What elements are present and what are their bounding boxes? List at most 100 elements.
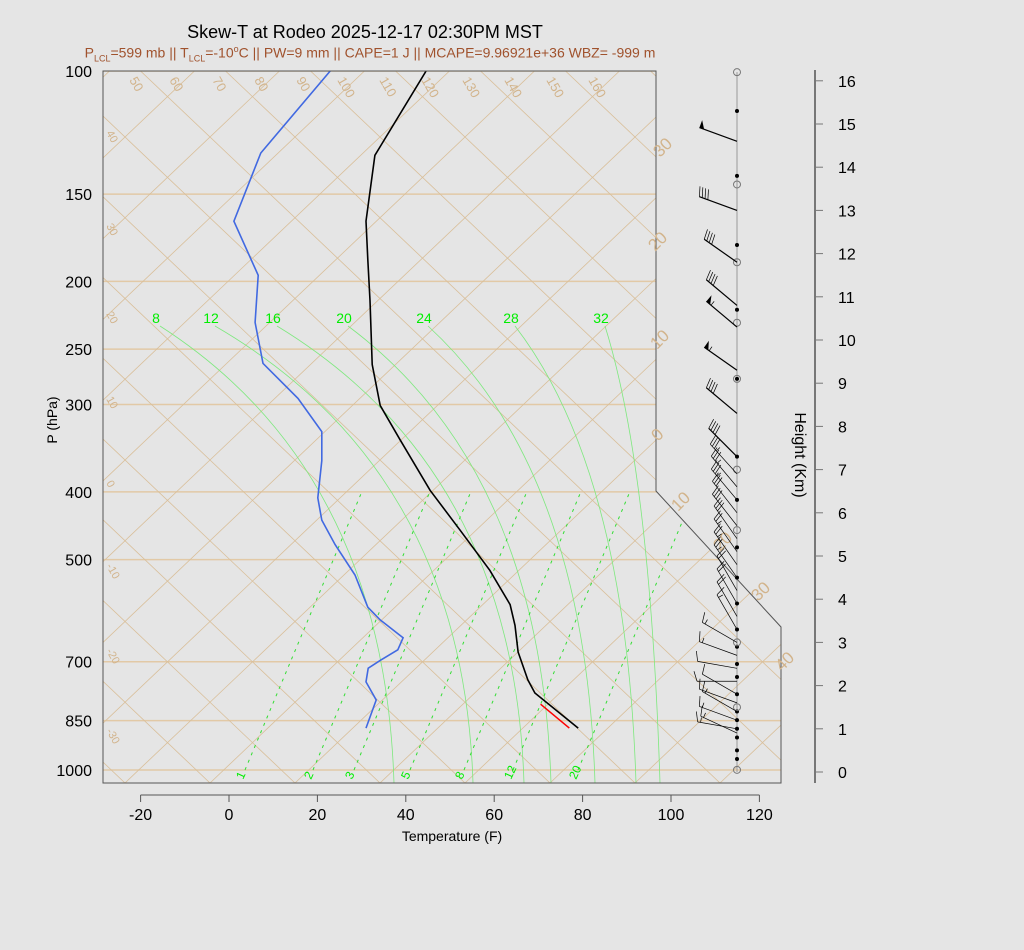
height-dot	[735, 748, 739, 753]
isotherm-label-left: 30	[103, 222, 120, 239]
dry-adiabat-line	[684, 71, 781, 783]
moist-adiabat-label: 28	[503, 310, 519, 326]
isotherm-line	[103, 71, 331, 783]
dry-adiabat-line	[769, 71, 781, 783]
y-tick-label: 300	[65, 398, 92, 415]
isotherm-label-left: -10	[103, 562, 121, 582]
x-tick-label: 120	[746, 807, 773, 824]
wind-barb	[696, 650, 738, 669]
isotherm-line	[103, 71, 501, 783]
moist-adiabat	[427, 325, 596, 783]
isotherm-line	[805, 23, 1024, 783]
subtitle-part: LCL	[93, 53, 111, 64]
wind-barb	[713, 497, 738, 539]
isotherm-label-left: -20	[103, 647, 121, 667]
y-axis-label: P (hPa)	[44, 396, 60, 443]
moist-adiabat-label: 16	[265, 310, 281, 326]
mixing-ratio-line	[512, 489, 632, 771]
isotherm-label-top: 80	[251, 74, 271, 94]
height-tick-label: 13	[838, 203, 856, 220]
height-circle	[733, 180, 741, 189]
height-circle	[733, 318, 741, 327]
height-dot	[735, 109, 739, 114]
height-tick-label: 0	[838, 765, 847, 782]
isotherm-line	[634, 71, 781, 783]
isotherm-label-right: 20	[644, 228, 671, 255]
wind-barb	[716, 586, 738, 630]
isotherm-label-top: 130	[459, 74, 483, 100]
height-dot	[735, 662, 739, 666]
chart-title: Skew-T at Rodeo 2025-12-17 02:30PM MST	[187, 22, 543, 42]
dry-adiabat-line	[103, 71, 636, 783]
wind-barb	[716, 574, 738, 617]
mixing-ratio-label: 3	[342, 769, 358, 781]
moist-adiabat-label: 20	[336, 310, 352, 326]
moist-adiabat-label: 12	[203, 310, 219, 326]
wind-barb	[702, 663, 738, 695]
y-tick-label: 200	[65, 274, 92, 291]
isotherm-label-top: 50	[126, 74, 146, 94]
y-tick-label: 850	[65, 714, 92, 731]
isotherm-label-top: 70	[209, 74, 229, 94]
isotherm-line	[103, 71, 781, 783]
isotherm-line	[103, 71, 671, 783]
height-tick-label: 14	[838, 160, 856, 177]
height-tick-label: 6	[838, 506, 847, 523]
wind-barb	[710, 460, 738, 501]
wind-barb	[705, 270, 738, 306]
plot-frame	[102, 70, 782, 784]
wind-barb	[708, 418, 738, 458]
dry-adiabat-line	[103, 71, 781, 783]
x-tick-label: 40	[397, 807, 415, 824]
y-tick-label: 700	[65, 655, 92, 672]
isotherm-line	[103, 71, 416, 783]
height-tick-label: 2	[838, 679, 847, 696]
height-tick-label: 11	[838, 290, 855, 307]
x-axis-label: Temperature (F)	[402, 828, 502, 844]
height-dot	[735, 242, 739, 247]
height-dot	[735, 757, 739, 762]
x-tick-label: 60	[485, 807, 503, 824]
dry-adiabat-line	[0, 23, 40, 783]
height-circle	[733, 765, 741, 774]
isotherm-label-left: -30	[103, 727, 121, 747]
dry-adiabat-line	[174, 71, 781, 783]
subtitle-part: o	[233, 44, 239, 54]
height-tick-label: 4	[838, 592, 847, 609]
mixing-ratio-label: 12	[501, 763, 519, 781]
mixing-ratio-line	[577, 489, 697, 771]
isotherm-label-top: 90	[293, 74, 313, 94]
wind-barb	[700, 705, 738, 734]
isotherm-line	[464, 71, 781, 783]
wind-barb	[699, 186, 738, 211]
isotherm-line	[379, 71, 781, 783]
isotherm-line	[975, 23, 1024, 783]
mixing-ratio-line	[312, 489, 432, 771]
isotherm-line	[890, 23, 1024, 783]
wind-barb	[716, 561, 738, 604]
moist-adiabat-label: 32	[593, 310, 609, 326]
dry-adiabat-line	[514, 71, 781, 783]
wind-barb	[713, 523, 738, 565]
height-dot	[735, 674, 739, 679]
wind-barb	[703, 340, 738, 371]
moist-adiabat	[347, 325, 552, 783]
dry-adiabat-line	[103, 71, 721, 783]
height-dot	[735, 307, 739, 312]
wind-barb	[712, 472, 738, 514]
mixing-ratio-line	[463, 489, 583, 771]
dry-adiabat-line	[855, 23, 1024, 783]
mixing-ratio-line	[353, 489, 473, 771]
mixing-ratio-label: 8	[452, 769, 468, 781]
wind-barb	[712, 485, 738, 526]
y-tick-label: 500	[65, 553, 92, 570]
y-tick-label: 150	[65, 187, 92, 204]
isotherm-label-right: 30	[649, 134, 676, 161]
x-tick-label: -20	[129, 807, 152, 824]
y-tick-label: 400	[65, 485, 92, 502]
wind-barb	[696, 711, 738, 730]
dry-adiabat-line	[103, 71, 551, 783]
height-circle	[733, 703, 741, 712]
wind-barb	[699, 696, 738, 721]
height-tick-label: 10	[838, 333, 856, 350]
